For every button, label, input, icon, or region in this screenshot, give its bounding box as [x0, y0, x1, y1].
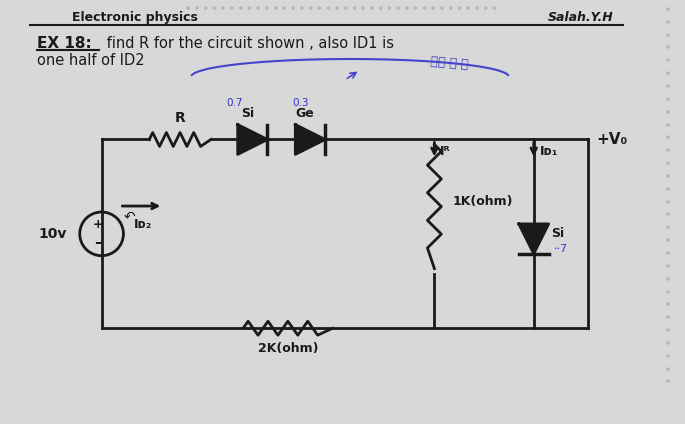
- Text: ✶: ✶: [664, 45, 671, 53]
- Text: Si: Si: [551, 227, 564, 240]
- Text: ✶: ✶: [664, 19, 671, 28]
- Text: ✶: ✶: [664, 147, 671, 156]
- Text: 0.7: 0.7: [227, 98, 243, 108]
- Text: ✶: ✶: [664, 327, 671, 336]
- Text: +V₀: +V₀: [597, 132, 627, 147]
- Text: ✶: ✶: [664, 57, 671, 66]
- Text: ✶: ✶: [664, 250, 671, 259]
- Text: ✶: ✶: [664, 276, 671, 285]
- Text: ✶: ✶: [664, 263, 671, 272]
- Text: Si: Si: [241, 106, 254, 120]
- Text: ✶: ✶: [664, 198, 671, 207]
- Text: ✶: ✶: [664, 301, 671, 310]
- Polygon shape: [238, 125, 268, 154]
- Text: 1K(ohm): 1K(ohm): [452, 195, 513, 208]
- Text: find R for the circuit shown , also ID1 is: find R for the circuit shown , also ID1 …: [101, 36, 394, 50]
- Text: ✶: ✶: [664, 224, 671, 233]
- Text: 10v: 10v: [38, 227, 67, 241]
- Text: ✶: ✶: [664, 340, 671, 349]
- Text: 2K(ohm): 2K(ohm): [258, 342, 318, 355]
- Text: ✶: ✶: [664, 134, 671, 143]
- Text: –: –: [94, 235, 101, 250]
- Text: ✶: ✶: [664, 288, 671, 298]
- Text: ⋅⋅7: ⋅⋅7: [553, 244, 568, 254]
- Text: ✶: ✶: [664, 212, 671, 220]
- Text: 0.3: 0.3: [292, 98, 308, 108]
- Text: ✶: ✶: [664, 378, 671, 388]
- Text: ✶: ✶: [664, 186, 671, 195]
- Text: لل ح ر: لل ح ر: [429, 55, 469, 71]
- Text: ✶: ✶: [664, 83, 671, 92]
- Text: Ge: Ge: [296, 106, 314, 120]
- Text: ✶: ✶: [664, 70, 671, 79]
- Text: one half of ID2: one half of ID2: [37, 53, 145, 67]
- Text: ✶ ✶ ✶ ✶ ✶ ✶ ✶ ✶ ✶ ✶ ✶ ✶ ✶ ✶ ✶ ✶ ✶ ✶ ✶ ✶ ✶ ✶ ✶ ✶ ✶ ✶ ✶ ✶ ✶ ✶ ✶ ✶ ✶ ✶ ✶ ✶: ✶ ✶ ✶ ✶ ✶ ✶ ✶ ✶ ✶ ✶ ✶ ✶ ✶ ✶ ✶ ✶ ✶ ✶ ✶ ✶ …: [184, 6, 499, 14]
- Text: ✶: ✶: [664, 173, 671, 182]
- Text: Electronic physics: Electronic physics: [72, 11, 198, 24]
- Text: ✶: ✶: [664, 160, 671, 169]
- Text: ✶: ✶: [664, 314, 671, 323]
- Text: ✶: ✶: [664, 96, 671, 105]
- Text: ✶: ✶: [664, 6, 671, 15]
- Text: +: +: [92, 218, 103, 232]
- Text: ✶: ✶: [664, 121, 671, 131]
- Text: ✶: ✶: [664, 365, 671, 374]
- Text: EX 18:: EX 18:: [37, 36, 92, 50]
- Text: Salah.Y.H: Salah.Y.H: [547, 11, 613, 24]
- Polygon shape: [295, 125, 325, 154]
- Text: ✶: ✶: [664, 109, 671, 117]
- Polygon shape: [519, 224, 549, 254]
- Text: R: R: [175, 111, 186, 125]
- Text: ✶: ✶: [664, 31, 671, 41]
- Text: ↶: ↶: [123, 210, 135, 224]
- Text: Iᴅ₁: Iᴅ₁: [540, 145, 558, 158]
- Text: Iᴅ₂: Iᴅ₂: [134, 218, 151, 231]
- Text: ✶: ✶: [664, 237, 671, 246]
- Text: Iᴿ: Iᴿ: [440, 145, 451, 158]
- Text: ✶: ✶: [664, 353, 671, 362]
